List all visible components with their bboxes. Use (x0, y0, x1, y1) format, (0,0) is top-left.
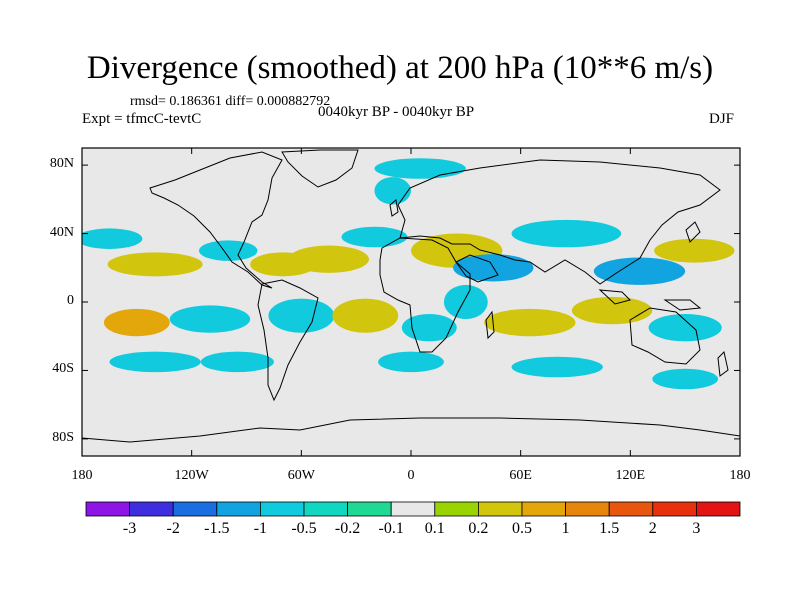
colorbar-swatch-5 (303, 501, 348, 517)
colorbar-swatch-10 (521, 501, 566, 517)
coast-madagascar (485, 310, 495, 340)
coast-indonesia (598, 289, 631, 305)
anomaly-region-25 (511, 356, 603, 378)
colorbar-swatch-12 (608, 501, 654, 517)
colorbar-label: 2 (648, 520, 657, 537)
colorbar (85, 501, 741, 517)
anomaly-region-4 (288, 245, 369, 273)
anomaly-region-21 (648, 313, 722, 342)
anomaly-region-10 (511, 219, 622, 248)
colorbar-label: 0.1 (424, 520, 445, 537)
anomaly-region-2 (198, 240, 258, 261)
y-tick-label: 80N (49, 156, 74, 172)
coast-antarctica (82, 417, 740, 443)
colorbar-label: -3 (122, 520, 137, 537)
anomaly-layer (82, 158, 735, 390)
y-tick-label: 0 (67, 293, 74, 308)
x-tick-label: 180 (71, 468, 93, 483)
period-label: 0040kyr BP - 0040kyr BP (318, 104, 475, 120)
coast-britain (389, 199, 399, 217)
anomaly-region-12 (654, 238, 735, 263)
y-tick-label: 80S (52, 429, 74, 445)
colorbar-label: -0.1 (378, 520, 404, 537)
x-tick-label: 60E (509, 468, 532, 483)
coast-eurasia (397, 159, 721, 285)
colorbar-swatch-11 (565, 501, 610, 517)
x-tick-label: 120W (174, 468, 209, 483)
season-label: DJF (709, 111, 735, 127)
x-tick-label: 0 (407, 468, 415, 483)
colorbar-label: -2 (166, 520, 180, 537)
colorbar-label: 3 (692, 520, 701, 537)
y-tick-label: 40N (49, 224, 74, 240)
anomaly-region-24 (378, 351, 444, 373)
colorbar-label: 0.2 (468, 520, 489, 537)
anomaly-region-5 (341, 226, 408, 248)
anomaly-region-16 (332, 298, 399, 333)
anomaly-region-15 (268, 298, 335, 333)
anomaly-region-11 (593, 257, 686, 285)
anomaly-region-1 (107, 252, 203, 277)
colorbar-swatch-13 (652, 501, 697, 517)
anomaly-region-22 (109, 351, 201, 373)
anomaly-region-20 (571, 296, 653, 325)
anomaly-region-26 (652, 368, 719, 390)
anomaly-region-18 (443, 284, 488, 320)
coastlines (82, 149, 740, 443)
colorbar-swatch-14 (696, 501, 741, 517)
coast-greenland (281, 149, 359, 188)
colorbar-swatch-4 (259, 501, 305, 517)
colorbar-label: -0.5 (291, 520, 317, 537)
coast-new-guinea (663, 299, 702, 311)
anomaly-region-13 (103, 308, 170, 337)
colorbar-label: -1.5 (204, 520, 230, 537)
colorbar-swatch-6 (347, 501, 392, 517)
coast-arabia (455, 254, 499, 283)
coast-africa (379, 237, 471, 353)
colorbar-swatch-7 (390, 501, 436, 517)
plot-title: Divergence (smoothed) at 200 hPa (10**6 … (86, 50, 714, 86)
y-tick-label: 40S (52, 361, 74, 377)
x-tick-label: 60W (287, 468, 315, 483)
anomaly-region-17 (401, 313, 457, 342)
anomaly-region-6 (374, 177, 411, 205)
colorbar-label: -1 (253, 520, 268, 537)
axis-ticks (81, 148, 741, 456)
x-tick-label: 180 (729, 468, 751, 483)
colorbar-swatch-3 (216, 501, 261, 517)
colorbar-label: -0.2 (334, 520, 361, 537)
coast-south-america (257, 279, 319, 402)
anomaly-region-0 (82, 228, 143, 249)
colorbar-swatch-1 (129, 501, 174, 517)
colorbar-swatch-9 (477, 501, 523, 517)
colorbar-swatch-8 (434, 501, 479, 517)
experiment-label: Expt = tfmcC-tevtC (82, 111, 202, 127)
anomaly-region-14 (169, 305, 251, 333)
stats-text: rmsd= 0.186361 diff= 0.000882792 (130, 94, 331, 109)
coast-australia (629, 307, 701, 365)
anomaly-region-7 (374, 158, 466, 179)
coast-new-zealand (717, 351, 729, 377)
colorbar-swatch-2 (172, 501, 218, 517)
anomaly-region-19 (484, 308, 576, 337)
colorbar-label: 1 (561, 520, 570, 537)
coast-north-america (149, 151, 283, 289)
colorbar-label: 0.5 (512, 520, 532, 537)
x-tick-label: 120E (615, 468, 646, 483)
colorbar-label: 1.5 (599, 520, 620, 537)
anomaly-region-23 (200, 351, 274, 373)
colorbar-swatch-0 (85, 501, 130, 517)
coast-japan (685, 221, 701, 243)
